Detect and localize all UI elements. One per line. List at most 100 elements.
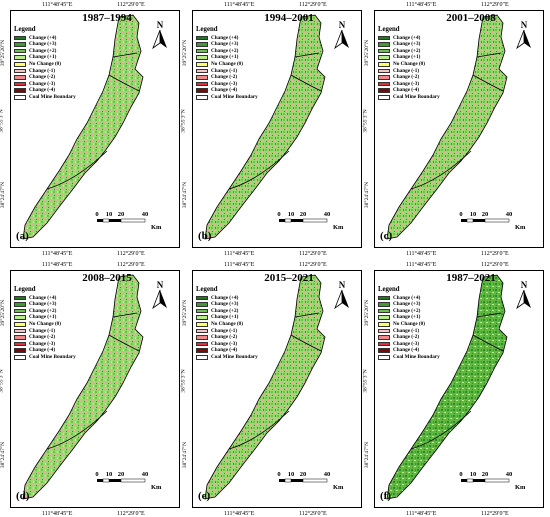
legend-swatch (378, 348, 390, 353)
legend-label: Change (-1) (393, 327, 420, 334)
legend-swatch (196, 302, 208, 307)
scale-bar: 0 10 20 40 Km (277, 211, 344, 231)
legend-swatch (196, 315, 208, 320)
legend-item: Change (-2) (196, 334, 258, 341)
legend-label: No Change (0) (211, 60, 243, 67)
legend-title: Legend (378, 286, 400, 293)
legend-item: Change (-1) (14, 68, 76, 75)
svg-text:10: 10 (106, 471, 113, 478)
legend-item: Change (-3) (378, 81, 440, 88)
left-mid-coord: 38°55′3″N (362, 369, 369, 393)
boundary-line-north (294, 312, 320, 318)
legend-item: Change (-3) (378, 341, 440, 348)
legend-swatch (378, 68, 390, 74)
legend-swatch (196, 48, 208, 54)
boundary-line-north (112, 52, 138, 58)
left-mid-coord: 38°55′3″N (362, 109, 369, 133)
boundary-line-south (228, 150, 290, 190)
legend-label: No Change (0) (393, 320, 425, 327)
legend-label: Change (-3) (393, 340, 420, 347)
legend-item: Change (-3) (196, 341, 258, 348)
legend-swatch (196, 75, 208, 80)
left-bottom-coord: 38°24′47″N (0, 441, 7, 469)
panel-letter: (e) (198, 490, 211, 502)
legend-item: Coal Mine Boundary (14, 94, 76, 101)
svg-text:40: 40 (142, 471, 149, 478)
legend-swatch (196, 35, 208, 41)
legend-swatch (14, 321, 26, 327)
legend-swatch (378, 35, 390, 41)
legend-item: Change (-3) (14, 341, 76, 348)
legend-item: Change (-2) (378, 74, 440, 81)
map-panel-3: 111°48′45″E 112°29′0″E 39°25′20″N 38°55′… (363, 2, 548, 257)
svg-text:Km: Km (151, 224, 162, 231)
scale-bar: 0 10 20 40 Km (277, 471, 344, 491)
svg-text:20: 20 (482, 211, 489, 218)
svg-text:Km: Km (333, 224, 344, 231)
north-arrow-icon: N (334, 20, 349, 50)
legend-swatch (196, 61, 208, 67)
legend-swatch (196, 68, 208, 74)
study-area-map (204, 14, 326, 240)
legend-label: Change (-1) (29, 67, 56, 74)
legend-item: No Change (0) (14, 321, 76, 328)
legend-item: Change (-2) (14, 334, 76, 341)
top-left-coord: 111°48′45″E (224, 2, 255, 8)
legend-swatch (196, 335, 208, 340)
legend-label: Change (-2) (211, 74, 238, 81)
svg-text:0: 0 (277, 471, 280, 478)
boundary-line-south (410, 150, 472, 190)
legend-label: Change (-4) (211, 87, 238, 94)
map-panel-2: 111°48′45″E 112°29′0″E 39°25′20″N 38°55′… (181, 2, 366, 257)
legend-swatch (14, 88, 26, 93)
legend-label: Change (+3) (393, 41, 421, 48)
panel-letter: (c) (380, 230, 393, 242)
svg-text:10: 10 (470, 211, 477, 218)
study-area-map (386, 14, 508, 240)
legend-label: Change (+2) (211, 47, 239, 54)
boundary-line-north (294, 52, 320, 58)
legend-label: Change (+2) (393, 307, 421, 314)
legend-swatch (14, 315, 26, 320)
legend-swatch (196, 81, 208, 87)
bottom-left-coord: 111°48′45″E (406, 511, 437, 517)
legend-title: Legend (196, 26, 218, 33)
legend-item: Change (+2) (378, 48, 440, 55)
left-bottom-coord: 38°24′47″N (182, 181, 189, 209)
legend-swatch (378, 81, 390, 87)
boundary-line-mid (108, 334, 140, 352)
boundary-line-north (476, 52, 502, 58)
legend-item: Change (+1) (196, 314, 258, 321)
legend-swatch (14, 68, 26, 74)
legend-item: Change (-4) (14, 347, 76, 354)
study-area-map (22, 14, 144, 240)
legend-label: Change (+1) (29, 314, 57, 321)
legend-item: Change (-1) (378, 328, 440, 335)
map-panel-1: 111°48′45″E 112°29′0″E 39°25′20″N 38°55′… (0, 2, 184, 257)
legend-label: Change (+3) (211, 41, 239, 48)
svg-text:10: 10 (288, 471, 295, 478)
legend: Legend Change (+4) Change (+3) Change (+2)… (196, 26, 258, 101)
legend-label: Change (+1) (29, 54, 57, 61)
legend-label: No Change (0) (29, 320, 61, 327)
bottom-right-coord: 112°29′0″E (481, 511, 509, 517)
panel-title: 2008–2015 (82, 272, 132, 284)
legend-swatch (14, 42, 26, 47)
study-area-map (22, 274, 144, 500)
study-area-map (386, 274, 508, 500)
legend-item: Change (+1) (14, 54, 76, 61)
legend-label: No Change (0) (211, 320, 243, 327)
svg-text:N: N (157, 20, 164, 30)
legend-label: Coal Mine Boundary (393, 353, 440, 360)
coal-mine-region (204, 274, 326, 500)
legend-item: Change (-1) (196, 328, 258, 335)
legend-item: Change (+3) (378, 41, 440, 48)
svg-text:0: 0 (459, 471, 462, 478)
legend-label: Change (+1) (393, 314, 421, 321)
legend-item: Change (+4) (196, 35, 258, 42)
left-top-coord: 39°25′20″N (0, 299, 7, 327)
svg-text:N: N (521, 20, 528, 30)
legend-item: Change (+2) (14, 48, 76, 55)
legend-swatch (378, 48, 390, 54)
legend-item: Change (-2) (378, 334, 440, 341)
